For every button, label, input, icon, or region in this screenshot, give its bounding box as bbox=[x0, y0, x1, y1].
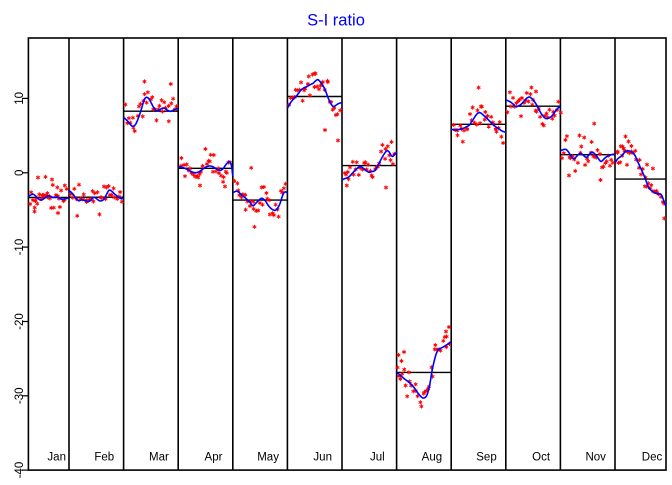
svg-text:Aug: Aug bbox=[422, 452, 442, 464]
svg-text:S-I ratio: S-I ratio bbox=[307, 12, 365, 30]
svg-text:Sep: Sep bbox=[476, 452, 496, 464]
svg-text:10: 10 bbox=[14, 92, 26, 105]
svg-text:Dec: Dec bbox=[642, 452, 663, 464]
svg-text:-40: -40 bbox=[14, 462, 26, 479]
svg-text:-10: -10 bbox=[14, 239, 26, 256]
svg-text:May: May bbox=[257, 452, 279, 464]
svg-text:Feb: Feb bbox=[94, 452, 114, 464]
svg-text:Mar: Mar bbox=[149, 452, 169, 464]
svg-text:Nov: Nov bbox=[585, 452, 606, 464]
svg-text:Apr: Apr bbox=[205, 452, 223, 464]
svg-text:Jan: Jan bbox=[47, 452, 66, 464]
svg-text:Oct: Oct bbox=[532, 452, 551, 464]
svg-text:-30: -30 bbox=[14, 387, 26, 404]
svg-text:0: 0 bbox=[14, 170, 26, 176]
svg-text:-20: -20 bbox=[14, 313, 26, 330]
svg-text:Jul: Jul bbox=[370, 452, 385, 464]
svg-text:Jun: Jun bbox=[313, 452, 332, 464]
